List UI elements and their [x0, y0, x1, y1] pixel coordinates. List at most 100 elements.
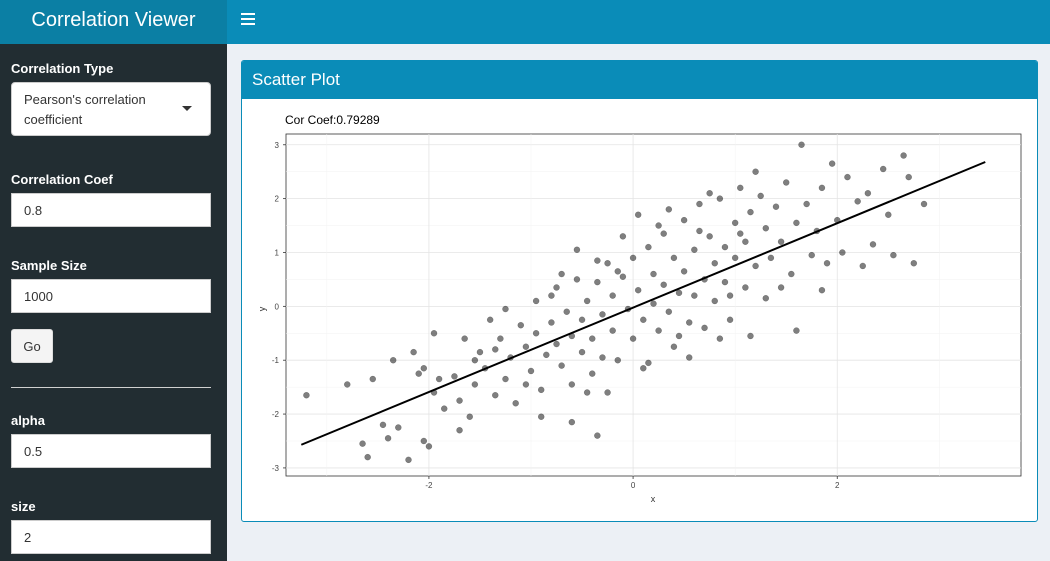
data-point: [793, 327, 800, 334]
data-point: [879, 165, 887, 173]
data-point: [553, 284, 560, 291]
data-point: [492, 391, 499, 399]
data-point: [691, 292, 698, 299]
sidebar-divider: [11, 387, 211, 388]
data-point: [629, 335, 637, 342]
alpha-label: alpha: [11, 413, 45, 428]
alpha-input[interactable]: [11, 434, 211, 468]
data-point: [563, 308, 570, 315]
data-point: [900, 152, 907, 159]
data-point: [389, 356, 397, 364]
data-point: [808, 251, 815, 259]
data-point: [502, 305, 509, 313]
data-point: [532, 330, 540, 337]
correlation-coef-input[interactable]: [11, 193, 211, 227]
data-point: [762, 295, 770, 302]
data-point: [721, 243, 729, 251]
x-tick-label: 2: [835, 481, 840, 490]
data-point: [456, 426, 463, 434]
data-point: [522, 343, 530, 350]
x-axis-label: x: [651, 494, 656, 504]
data-point: [701, 324, 708, 332]
data-point: [395, 424, 402, 431]
size-input[interactable]: [11, 520, 211, 554]
data-point: [742, 238, 749, 245]
data-point: [777, 284, 785, 291]
data-point: [410, 348, 417, 356]
data-point: [742, 284, 749, 291]
data-point: [685, 354, 693, 361]
data-point: [762, 225, 770, 232]
data-point: [711, 260, 718, 267]
data-point: [619, 233, 627, 240]
data-point: [696, 200, 703, 208]
data-point: [405, 456, 412, 464]
data-point: [798, 141, 805, 149]
data-point: [466, 413, 473, 421]
data-point: [594, 257, 601, 264]
data-point: [660, 281, 667, 289]
y-tick-label: 0: [275, 302, 280, 311]
data-point: [379, 421, 387, 429]
data-point: [430, 330, 438, 337]
data-point: [818, 286, 826, 294]
data-point: [420, 437, 428, 445]
y-tick-label: -3: [272, 464, 280, 473]
data-point: [537, 413, 545, 421]
data-point: [726, 292, 734, 299]
data-point: [670, 343, 678, 350]
data-point: [757, 192, 764, 200]
data-point: [910, 260, 918, 267]
y-tick-label: 2: [275, 195, 280, 204]
sidebar: Correlation Type Pearson's correlation c…: [0, 44, 227, 561]
sample-size-input[interactable]: [11, 279, 211, 313]
data-point: [696, 227, 703, 235]
hamburger-menu-icon[interactable]: [241, 13, 255, 27]
data-point: [604, 389, 611, 396]
data-point: [344, 381, 351, 388]
header-bar: [227, 0, 1050, 44]
data-point: [747, 208, 754, 216]
data-point: [655, 327, 662, 334]
chart-title: Cor Coef:0.79289: [285, 113, 380, 127]
data-point: [558, 270, 565, 278]
data-point: [680, 216, 688, 224]
correlation-type-value: Pearson's correlation coefficient: [24, 92, 146, 127]
data-point: [614, 268, 622, 275]
data-point: [640, 316, 647, 324]
x-tick-label: 0: [631, 481, 636, 490]
data-point: [752, 168, 759, 175]
data-point: [670, 254, 678, 262]
correlation-type-label: Correlation Type: [11, 61, 114, 76]
data-point: [502, 375, 509, 383]
data-point: [364, 453, 371, 461]
data-point: [614, 356, 622, 364]
data-point: [905, 173, 912, 181]
data-point: [369, 375, 377, 383]
x-tick-label: -2: [425, 481, 433, 490]
data-point: [706, 189, 713, 197]
go-button[interactable]: Go: [11, 329, 53, 363]
data-point: [650, 270, 657, 278]
data-point: [384, 435, 392, 442]
data-point: [471, 381, 479, 388]
data-point: [497, 335, 504, 342]
data-point: [706, 233, 713, 240]
data-point: [568, 381, 576, 388]
data-point: [650, 300, 657, 307]
data-point: [828, 160, 836, 167]
data-point: [645, 359, 652, 367]
data-point: [486, 316, 494, 324]
data-point: [548, 319, 555, 326]
data-point: [517, 321, 525, 329]
data-point: [731, 254, 739, 262]
data-point: [920, 200, 928, 208]
data-point: [634, 211, 642, 219]
data-point: [558, 362, 565, 369]
correlation-type-select[interactable]: Pearson's correlation coefficient: [11, 82, 211, 136]
data-point: [522, 381, 530, 388]
data-point: [665, 206, 673, 213]
data-point: [711, 297, 718, 305]
data-point: [548, 292, 555, 299]
data-point: [655, 222, 662, 229]
